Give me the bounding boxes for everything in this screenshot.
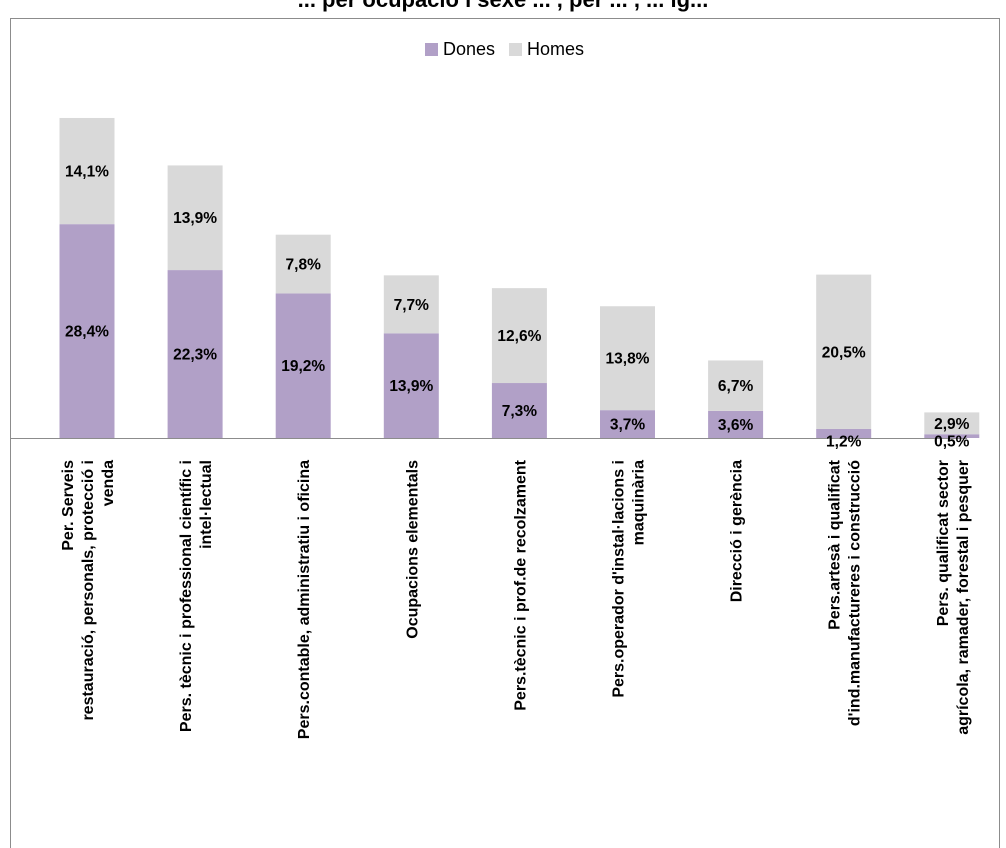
category-label-line: Pers. tècnic i professional científic i — [178, 460, 195, 732]
bar-homes-1 — [167, 165, 223, 271]
category-label-line: Direcció i gerència — [729, 460, 746, 602]
category-label-4: Pers.tècnic i prof.de recolzament — [512, 459, 529, 710]
bar-dones-0 — [59, 224, 115, 438]
bar-homes-6 — [708, 360, 764, 411]
bar-homes-3 — [383, 275, 439, 334]
category-label-line: agrícola, ramader, forestal i pesquer — [955, 460, 972, 735]
data-label-dones-3: 13,9% — [389, 378, 433, 395]
data-label-dones-7: 1,2% — [826, 434, 862, 451]
data-label-homes-4: 12,6% — [497, 328, 541, 345]
data-label-dones-1: 22,3% — [173, 347, 217, 364]
legend-label-dones: Dones — [443, 38, 496, 59]
bar-homes-2 — [275, 234, 331, 294]
legend-swatch-homes — [509, 42, 523, 56]
bar-dones-4 — [491, 383, 547, 438]
legend-label-homes: Homes — [527, 38, 585, 59]
category-label-line: Ocupacions elementals — [404, 460, 421, 639]
data-label-homes-7: 20,5% — [822, 344, 866, 361]
category-label-line: intel·lectual — [198, 460, 215, 549]
bar-dones-3 — [383, 333, 439, 438]
bar-homes-5 — [600, 306, 655, 411]
bar-dones-6 — [708, 410, 764, 438]
bar-homes-8 — [924, 412, 980, 435]
bar-dones-7 — [816, 428, 872, 438]
data-label-homes-5: 13,8% — [606, 351, 650, 368]
legend-item-homes: Homes — [509, 39, 584, 60]
data-label-dones-8: 0,5% — [934, 434, 970, 451]
category-label-8: Pers. qualificat sector agrícola, ramader… — [935, 460, 972, 735]
legend: Dones Homes — [425, 38, 598, 60]
data-label-dones-5: 3,7% — [610, 417, 646, 434]
category-label-2: Pers.contable, administratiu i oficina — [296, 460, 313, 739]
category-label-line: restauració, personals, protecció i — [80, 460, 97, 721]
data-label-homes-2: 7,8% — [286, 257, 322, 274]
category-label-3: Ocupacions elementals — [404, 460, 421, 639]
chart-area — [10, 18, 1000, 848]
bar-dones-2 — [275, 293, 331, 438]
bar-homes-7 — [816, 274, 872, 429]
data-label-dones-4: 7,3% — [502, 403, 538, 420]
category-label-0: Per. Serveis restauració, personals, prot… — [60, 460, 117, 721]
data-label-homes-1: 13,9% — [173, 210, 217, 227]
category-label-line: venda — [100, 460, 117, 506]
category-label-line: Pers.contable, administratiu i oficina — [296, 460, 313, 739]
category-label-line: Pers.operador d'instal·lacions i — [611, 460, 628, 698]
legend-swatch-dones — [425, 42, 438, 56]
data-label-homes-0: 14,1% — [65, 164, 109, 181]
category-label-line: maquinària — [631, 460, 648, 545]
bar-dones-8 — [924, 434, 980, 438]
bar-dones-5 — [600, 410, 655, 438]
category-label-6: Direcció i gerència — [729, 460, 746, 602]
category-label-7: Pers.artesà i qualificat d'ind.manufactur… — [827, 459, 864, 726]
category-label-5: Pers.operador d'instal·lacions i maquinàr… — [611, 460, 648, 698]
data-label-homes-3: 7,7% — [394, 297, 430, 314]
bar-homes-0 — [59, 117, 115, 225]
data-label-homes-6: 6,7% — [718, 378, 754, 395]
category-label-line: Pers.artesà i qualificat — [827, 459, 844, 630]
category-label-line: Pers. qualificat sector — [935, 460, 952, 626]
category-label-line: d'ind.manufactureres i construcció — [847, 460, 864, 726]
data-label-dones-0: 28,4% — [65, 324, 109, 341]
data-label-dones-6: 3,6% — [718, 417, 754, 434]
legend-item-dones: Dones — [425, 39, 495, 60]
bar-homes-4 — [491, 288, 547, 384]
data-label-homes-8: 2,9% — [934, 416, 970, 433]
bar-dones-1 — [167, 270, 223, 438]
category-label-line: Per. Serveis — [60, 460, 77, 551]
data-label-dones-2: 19,2% — [281, 358, 325, 375]
chart-title: ... per ocupació i sexe ... , per ... , … — [0, 0, 1006, 13]
category-label-line: Pers.tècnic i prof.de recolzament — [512, 459, 529, 710]
